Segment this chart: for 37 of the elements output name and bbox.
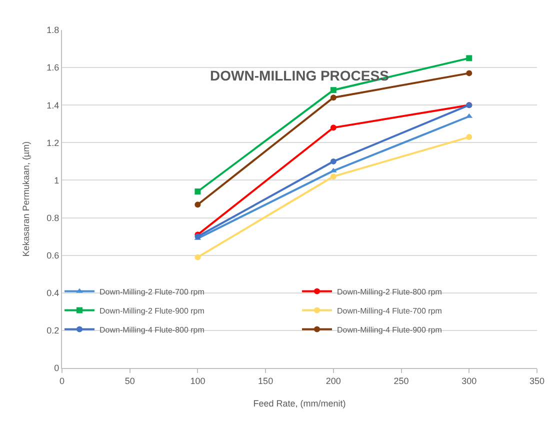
point	[466, 70, 472, 76]
point	[466, 134, 472, 140]
point	[330, 87, 336, 94]
y-tick-label: 0.6	[46, 250, 60, 260]
point	[194, 188, 201, 194]
point	[330, 158, 336, 164]
x-tick-label: 350	[529, 376, 545, 386]
legend-label: Down-Milling-2 Flute-900 rpm	[100, 306, 205, 316]
legend-label: Down-Milling-2 Flute-700 rpm	[100, 287, 205, 296]
y-axis-title: Kekasaran Permukaan, (µm)	[21, 141, 32, 257]
point	[466, 55, 472, 62]
legend-label: Down-Milling-2 Flute-800 rpm	[337, 287, 442, 296]
point	[194, 202, 201, 208]
y-tick-label: 0	[54, 363, 60, 374]
x-tick-label: 200	[326, 376, 341, 386]
x-tick-label: 50	[124, 376, 135, 386]
x-tick-label: 100	[190, 376, 206, 386]
y-tick-label: 0.8	[46, 212, 60, 223]
point	[330, 94, 336, 101]
y-tick-label: 1.8	[46, 25, 60, 36]
y-tick-label: 1.4	[46, 100, 60, 110]
y-tick-label: 1	[54, 175, 60, 186]
legend-label: Down-Milling-4 Flute-700 rpm	[337, 306, 442, 316]
point	[330, 124, 336, 131]
y-tick-label: 1.2	[46, 138, 60, 148]
legend-label: Down-Milling-4 Flute-900 rpm	[337, 325, 442, 334]
legend-label: Down-Milling-4 Flute-800 rpm	[100, 325, 205, 334]
x-axis-title: Feed Rate, (mm/menit)	[253, 398, 346, 409]
x-tick-label: 150	[258, 376, 274, 386]
y-tick-label: 0.2	[46, 326, 60, 336]
y-tick-label: 0.4	[46, 288, 60, 298]
point	[194, 254, 201, 260]
point	[330, 173, 336, 180]
x-tick-label: 300	[462, 376, 477, 386]
text: DOWN-MILLING PROCESS	[210, 67, 389, 84]
y-tick-label: 1.6	[46, 62, 60, 73]
x-tick-label: 250	[394, 376, 409, 386]
